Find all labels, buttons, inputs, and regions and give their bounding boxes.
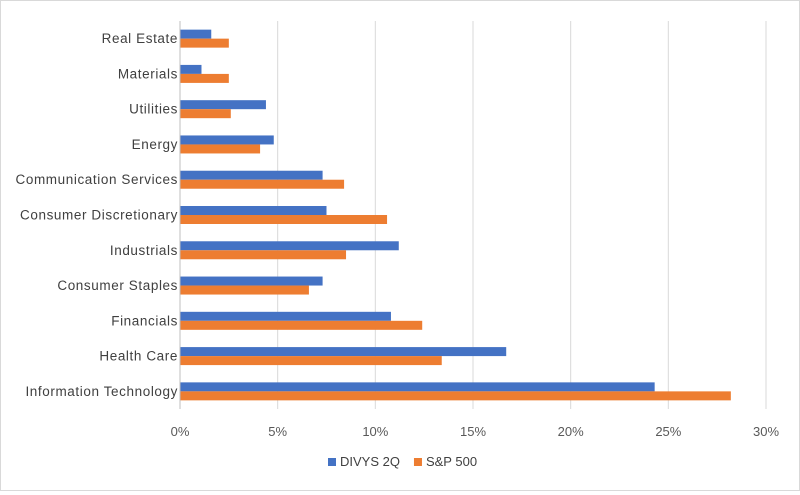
bar-s-p-500-consumer-discretionary bbox=[180, 215, 388, 224]
category-label: Health Care bbox=[99, 349, 178, 364]
category-label: Consumer Discretionary bbox=[20, 208, 178, 223]
category-label: Financials bbox=[111, 313, 178, 328]
bar-divys-2q-consumer-staples bbox=[180, 276, 323, 286]
gridlines bbox=[277, 21, 767, 409]
category-label: Consumer Staples bbox=[57, 278, 178, 293]
bar-divys-2q-communication-services bbox=[180, 170, 323, 180]
legend: DIVYS 2Q S&P 500 bbox=[328, 454, 477, 469]
bar-divys-2q-real-estate bbox=[180, 29, 212, 39]
x-tick-label: 30% bbox=[753, 424, 779, 439]
bar-divys-2q-health-care bbox=[180, 347, 507, 357]
x-tick-label: 5% bbox=[268, 424, 287, 439]
category-label: Utilities bbox=[129, 102, 178, 117]
bar-divys-2q-utilities bbox=[180, 100, 266, 110]
legend-swatch bbox=[328, 458, 336, 466]
bar-s-p-500-industrials bbox=[180, 250, 347, 260]
x-tick-label: 20% bbox=[558, 424, 584, 439]
bar-divys-2q-energy bbox=[180, 135, 274, 145]
bar-s-p-500-communication-services bbox=[180, 179, 345, 189]
bar-s-p-500-materials bbox=[180, 73, 229, 83]
bar-s-p-500-utilities bbox=[180, 109, 231, 119]
bar-divys-2q-consumer-discretionary bbox=[180, 206, 327, 215]
x-tick-label: 15% bbox=[460, 424, 486, 439]
x-tick-label: 0% bbox=[171, 424, 190, 439]
bar-s-p-500-information-technology bbox=[180, 391, 731, 401]
category-label: Communication Services bbox=[15, 172, 178, 187]
category-label: Energy bbox=[132, 137, 178, 152]
category-label: Materials bbox=[118, 66, 178, 81]
bar-divys-2q-industrials bbox=[180, 241, 399, 251]
bar-divys-2q-information-technology bbox=[180, 382, 655, 392]
x-tick-label: 25% bbox=[655, 424, 681, 439]
category-label: Real Estate bbox=[102, 31, 178, 46]
legend-label: S&P 500 bbox=[426, 454, 477, 469]
bar-s-p-500-consumer-staples bbox=[180, 285, 309, 295]
bar-s-p-500-real-estate bbox=[180, 38, 229, 48]
bar-s-p-500-financials bbox=[180, 320, 423, 330]
x-tick-label: 10% bbox=[362, 424, 388, 439]
category-label: Industrials bbox=[110, 243, 178, 258]
bar-divys-2q-materials bbox=[180, 64, 202, 74]
category-label: Information Technology bbox=[25, 384, 178, 399]
legend-label: DIVYS 2Q bbox=[340, 454, 400, 469]
bar-divys-2q-financials bbox=[180, 311, 391, 321]
bar-s-p-500-health-care bbox=[180, 356, 442, 366]
category-labels: Real Estate Materials Utilities Energy Commu… bbox=[15, 31, 178, 399]
bars bbox=[180, 29, 731, 401]
bar-s-p-500-energy bbox=[180, 144, 261, 154]
tick-labels: 0% 5% 10% 15% 20% 25% 30% bbox=[171, 424, 780, 439]
legend-swatch bbox=[413, 458, 422, 466]
